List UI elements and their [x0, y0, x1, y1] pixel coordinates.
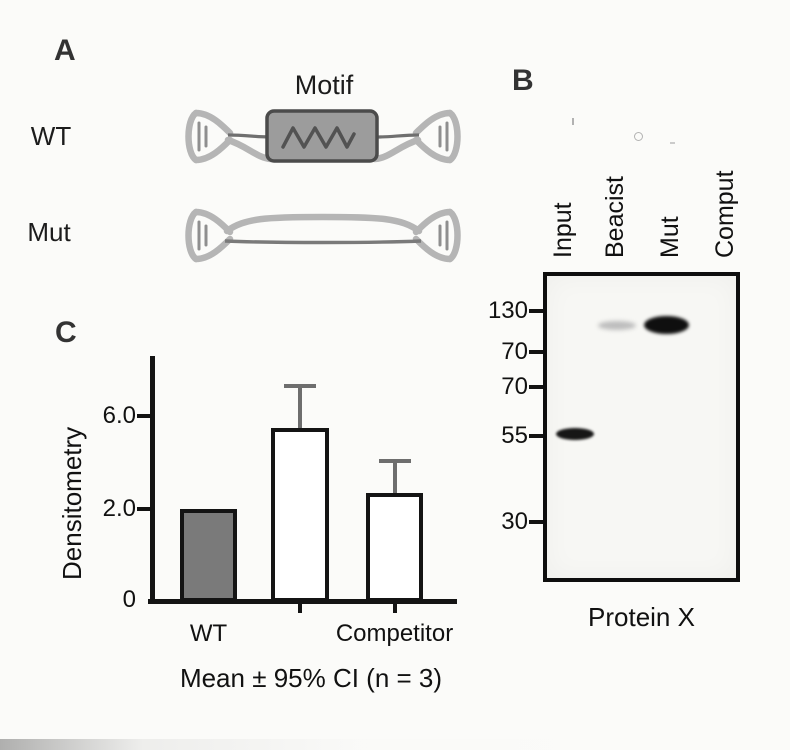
- panel-a-label: A: [54, 34, 76, 67]
- artifact-circle-speck: [634, 132, 643, 141]
- mut-bottom-strand: [224, 239, 422, 245]
- y-tick-mark: [137, 414, 151, 418]
- y-tick-label-6.0: 6.0: [102, 402, 136, 429]
- scan-edge-smudge: [0, 739, 790, 750]
- lane-label-input: Input: [549, 202, 577, 258]
- marker-tick: [529, 385, 543, 389]
- mut-row-label: Mut: [27, 217, 71, 247]
- motif-zigzag-icon: [281, 126, 356, 149]
- wt-top-strand: [227, 133, 270, 139]
- x-category-label-competitor: Competitor: [335, 620, 454, 647]
- error-bar-line: [298, 385, 302, 432]
- mut-left-helix-end-icon: [189, 212, 231, 259]
- marker-tick: [529, 350, 543, 354]
- band-mut: [644, 316, 689, 334]
- wt-construct-diagram: [183, 109, 463, 168]
- y-axis-line: [150, 356, 155, 604]
- blot-title: Protein X: [588, 602, 695, 632]
- wt-left-helix-end-icon: [189, 113, 231, 160]
- lane-label-comput: Comput: [711, 170, 739, 258]
- panel-b-label: B: [512, 64, 534, 97]
- western-blot-image: [543, 272, 740, 582]
- x-tick-mark: [298, 602, 302, 613]
- artifact-speck: [572, 118, 574, 125]
- wt-row-label: WT: [30, 121, 72, 151]
- wt-top-strand-right: [376, 133, 420, 139]
- wt-bottom-strand: [224, 136, 275, 163]
- bar-competitor: [366, 492, 423, 602]
- marker-label-70-1: 70: [501, 338, 528, 365]
- bar-wt: [180, 509, 237, 602]
- motif-title: Motif: [294, 70, 354, 100]
- band-beacist: [598, 321, 636, 330]
- mut-right-helix-end-icon: [416, 212, 458, 259]
- mut-top-strand: [223, 213, 423, 235]
- band-input: [556, 428, 594, 440]
- marker-label-55-3: 55: [501, 422, 528, 449]
- marker-tick: [529, 434, 543, 438]
- lane-label-beacist: Beacist: [601, 176, 629, 258]
- marker-tick: [529, 520, 543, 524]
- lane-label-mut: Mut: [656, 216, 684, 258]
- y-tick-label-2.0: 2.0: [102, 495, 136, 522]
- x-category-label-wt: WT: [189, 620, 228, 647]
- bar-middle: [271, 427, 329, 602]
- x-tick-mark: [392, 602, 397, 613]
- y-tick-mark: [137, 507, 151, 511]
- marker-label-130-0: 130: [487, 297, 528, 324]
- artifact-dash-speck: [670, 142, 675, 144]
- panel-c-label: C: [55, 316, 77, 349]
- error-bar-line: [392, 460, 397, 497]
- marker-label-30-4: 30: [501, 508, 528, 535]
- y-tick-label-0: 0: [122, 586, 136, 613]
- error-bar-cap: [378, 458, 411, 463]
- chart-caption: Mean ± 95% CI (n = 3): [179, 663, 443, 693]
- error-bar-cap: [284, 384, 316, 389]
- marker-tick: [529, 309, 543, 313]
- mut-construct-diagram: [183, 203, 463, 265]
- marker-label-70-2: 70: [501, 373, 528, 400]
- wt-right-helix-end-icon: [416, 113, 458, 160]
- motif-box: [265, 109, 379, 163]
- wt-bottom-strand-right: [371, 136, 422, 163]
